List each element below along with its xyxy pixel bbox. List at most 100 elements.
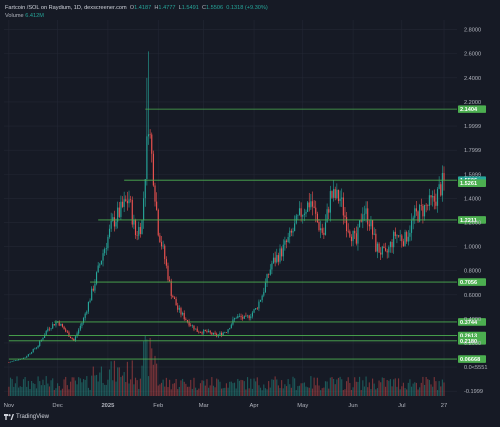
candle-body	[443, 173, 445, 181]
volume-bar	[167, 387, 169, 396]
volume-bar	[139, 378, 141, 396]
candle-body	[428, 195, 430, 206]
volume-bar	[441, 379, 443, 396]
volume-bar	[435, 381, 437, 396]
candle	[195, 328, 197, 330]
candle	[441, 165, 443, 202]
candle	[276, 248, 278, 264]
candle-body	[440, 184, 442, 196]
volume-bar	[136, 380, 138, 396]
volume-bar	[97, 381, 99, 396]
volume-bar	[229, 381, 231, 396]
candle-body	[420, 205, 422, 206]
candle	[233, 317, 236, 323]
volume-bar	[91, 375, 93, 396]
volume-bar	[303, 382, 305, 396]
candle	[313, 200, 315, 209]
volume-bar	[32, 383, 34, 396]
volume-bar	[285, 386, 288, 396]
candle	[333, 180, 335, 202]
candle-body	[66, 331, 68, 333]
candle-body	[302, 214, 304, 217]
candle	[16, 360, 18, 361]
volume-bar	[143, 341, 145, 396]
candle-body	[224, 332, 226, 333]
y-tick-label: 2.4000	[464, 76, 481, 82]
candle-body	[230, 324, 232, 329]
candle	[443, 166, 445, 191]
candle-body	[55, 322, 57, 326]
candle-body	[199, 332, 202, 333]
candle	[52, 321, 54, 329]
volume-bar	[173, 383, 176, 396]
volume-bar	[34, 383, 36, 396]
volume-bar	[198, 388, 200, 396]
volume-bar	[227, 387, 229, 396]
volume-bar	[216, 378, 218, 396]
candle	[440, 181, 442, 197]
candle-body	[430, 195, 432, 198]
candle	[316, 211, 318, 223]
candle	[76, 331, 78, 338]
volume-bar	[107, 379, 109, 396]
candle-body	[412, 217, 414, 221]
candle-body	[208, 330, 210, 333]
candle-body	[258, 301, 260, 309]
volume-bar	[410, 386, 413, 396]
candle-body	[165, 259, 167, 266]
candle	[365, 201, 367, 223]
volume-bar	[329, 377, 331, 396]
volume-bar	[203, 380, 205, 396]
candle-body	[253, 309, 255, 313]
candle	[183, 310, 185, 321]
candle	[50, 328, 52, 331]
volume-bar	[108, 369, 111, 396]
candle-body	[225, 332, 228, 333]
candle	[331, 190, 333, 199]
candle-body	[156, 201, 158, 210]
candle	[337, 189, 340, 204]
candle-body	[393, 231, 395, 248]
volume-bar	[35, 388, 38, 396]
candle-body	[100, 260, 102, 265]
candle-body	[177, 305, 179, 310]
candle-body	[89, 300, 91, 302]
volume-bar	[264, 388, 266, 396]
tradingview-brand[interactable]: TradingView	[4, 414, 49, 420]
candle	[274, 251, 276, 267]
x-tick-label: Jul	[398, 403, 405, 409]
volume-bar	[380, 382, 382, 396]
y-tick-label: 0.2000	[464, 341, 481, 347]
candle	[22, 357, 25, 359]
candle-body	[50, 328, 52, 330]
y-tick-label: 1.4000	[464, 196, 481, 202]
level-label-box	[458, 337, 486, 345]
volume-bar	[342, 390, 344, 396]
open-label: O	[129, 5, 135, 11]
x-tick-label: Dec	[52, 403, 62, 409]
candle-body	[261, 295, 263, 301]
candle	[266, 273, 268, 287]
volume-bar	[393, 379, 395, 396]
candle	[201, 331, 203, 335]
candle-body	[341, 197, 343, 199]
candle-body	[144, 179, 146, 199]
candle	[290, 228, 292, 237]
candle-body	[324, 222, 327, 235]
candle	[120, 195, 122, 220]
candle	[336, 183, 338, 200]
volume-bar	[243, 381, 245, 396]
candle-body	[159, 235, 161, 243]
volume-bar	[250, 378, 252, 396]
y-tick-label: 1.2000	[464, 220, 481, 226]
volume-bar	[238, 380, 240, 396]
candle	[344, 207, 346, 224]
candle-body	[367, 208, 369, 225]
candle-body	[152, 153, 154, 186]
volume-bar	[183, 381, 185, 396]
y-tick-label: 2.2000	[464, 100, 481, 106]
candle-body	[375, 233, 377, 252]
volume-bar	[256, 377, 258, 396]
volume-bar	[419, 387, 421, 396]
